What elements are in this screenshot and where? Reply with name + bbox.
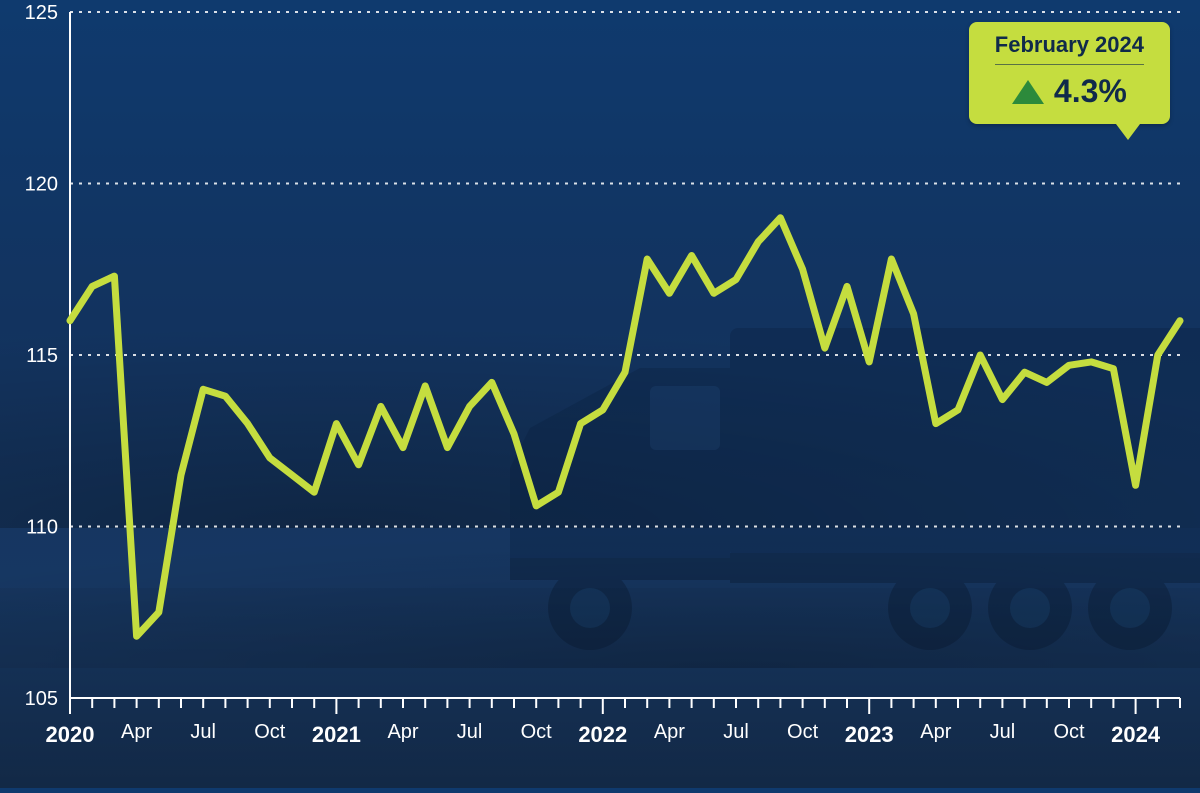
svg-text:Jul: Jul <box>723 721 749 743</box>
svg-text:Apr: Apr <box>387 721 418 743</box>
svg-text:Apr: Apr <box>920 721 951 743</box>
svg-text:Oct: Oct <box>521 721 553 743</box>
svg-text:Apr: Apr <box>654 721 685 743</box>
svg-text:2020: 2020 <box>46 722 95 747</box>
svg-text:2022: 2022 <box>578 722 627 747</box>
svg-text:125: 125 <box>25 2 58 24</box>
callout-divider <box>995 64 1144 65</box>
change-callout: February 2024 4.3% <box>969 22 1170 124</box>
callout-change: 4.3% <box>1054 73 1127 110</box>
svg-text:Oct: Oct <box>1053 721 1085 743</box>
svg-text:Jul: Jul <box>990 721 1016 743</box>
svg-text:Oct: Oct <box>254 721 286 743</box>
callout-value-row: 4.3% <box>995 73 1144 110</box>
svg-text:2024: 2024 <box>1111 722 1161 747</box>
svg-text:120: 120 <box>25 174 58 196</box>
svg-text:Jul: Jul <box>190 721 216 743</box>
svg-text:Jul: Jul <box>457 721 483 743</box>
svg-text:110: 110 <box>26 517 58 539</box>
svg-text:2021: 2021 <box>312 722 361 747</box>
svg-text:Apr: Apr <box>121 721 152 743</box>
up-arrow-icon <box>1012 80 1044 104</box>
callout-period: February 2024 <box>995 32 1144 58</box>
svg-text:2023: 2023 <box>845 722 894 747</box>
svg-text:Oct: Oct <box>787 721 819 743</box>
svg-text:115: 115 <box>26 345 58 367</box>
svg-text:105: 105 <box>25 688 58 710</box>
